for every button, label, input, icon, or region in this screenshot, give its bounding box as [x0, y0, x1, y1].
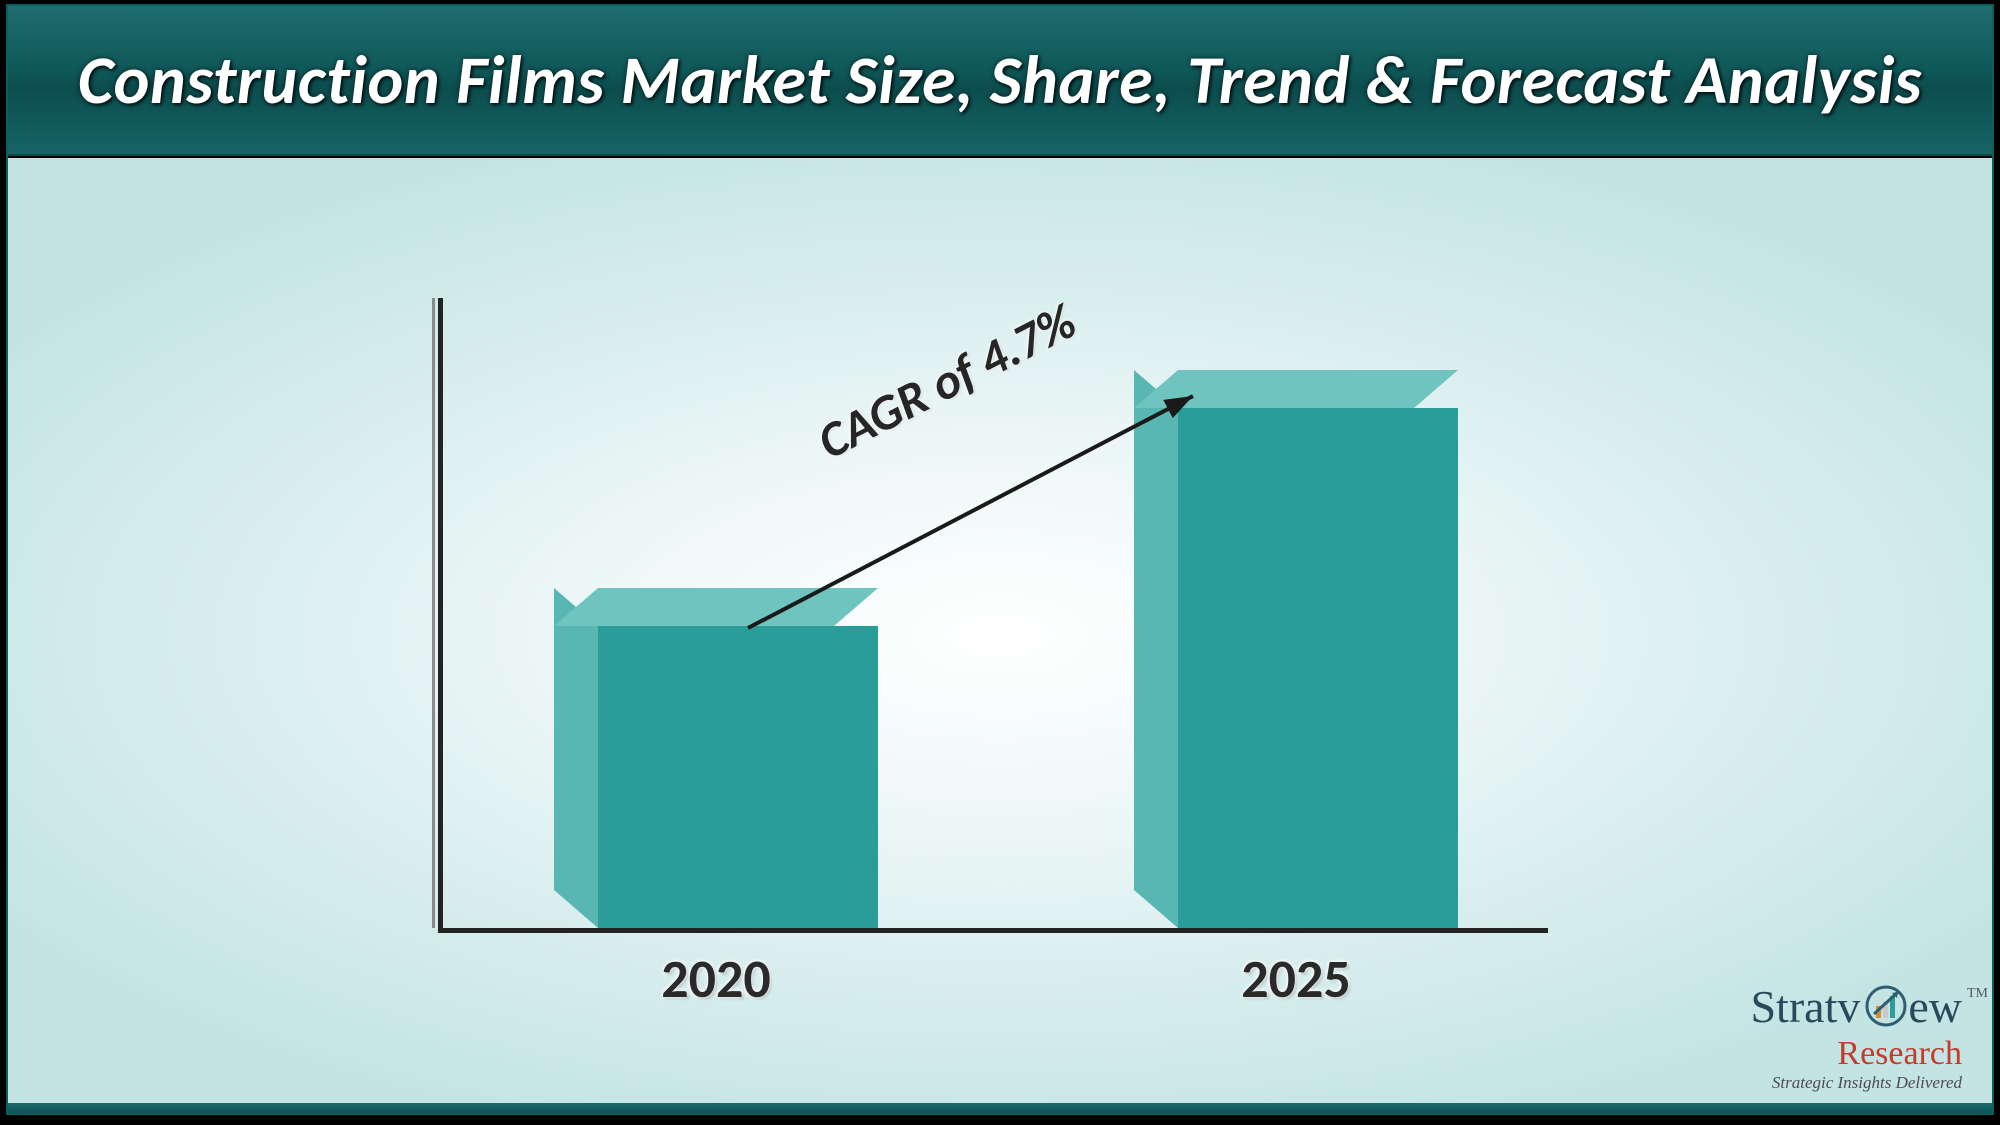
- growth-arrow: [8, 158, 1994, 1115]
- footer-strip: [8, 1103, 1992, 1113]
- title-bar: Construction Films Market Size, Share, T…: [8, 6, 1992, 156]
- chart-area: Stratvew TM Research Strategic Insights …: [8, 158, 1992, 1113]
- page-title: Construction Films Market Size, Share, T…: [78, 39, 1922, 122]
